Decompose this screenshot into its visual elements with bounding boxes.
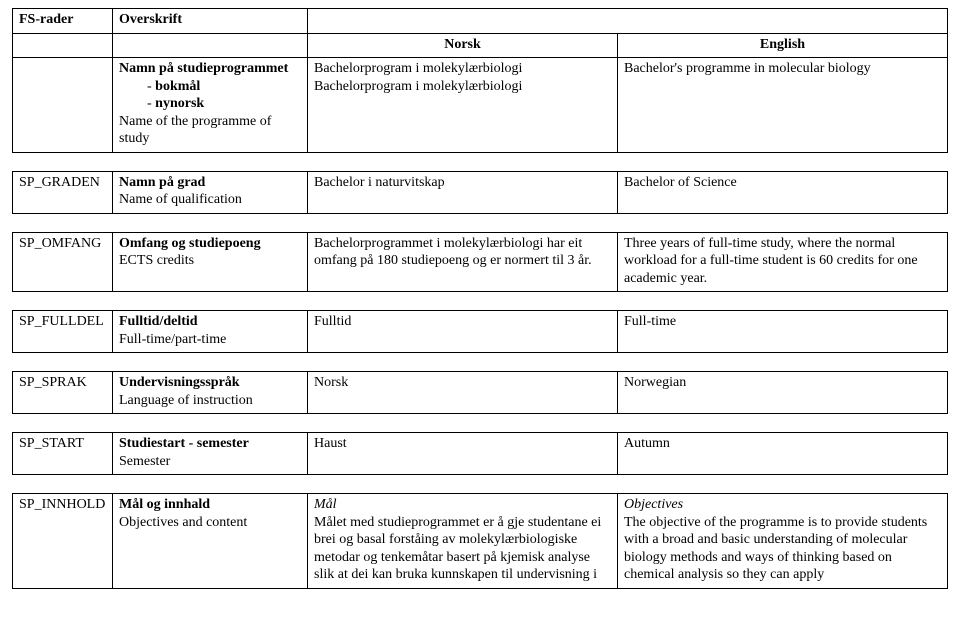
cell-label-omfang: Omfang og studiepoeng ECTS credits (113, 232, 308, 292)
header-empty-fs (13, 33, 113, 58)
header-empty-label (113, 33, 308, 58)
english-innhold-body: The objective of the programme is to pro… (624, 515, 927, 583)
header-english: English (618, 33, 948, 58)
row-innhold: SP_INNHOLD Mål og innhald Objectives and… (13, 494, 948, 589)
row-fulldel: SP_FULLDEL Fulltid/deltid Full-time/part… (13, 311, 948, 353)
label-omfang-main: Omfang og studiepoeng (119, 236, 261, 251)
header-row-2: Norsk English (13, 33, 948, 58)
cell-norsk-name: Bachelorprogram i molekylærbiologi Bache… (308, 58, 618, 153)
cell-label-innhold: Mål og innhald Objectives and content (113, 494, 308, 589)
cell-fs-empty (13, 58, 113, 153)
cell-english-sprak: Norwegian (618, 372, 948, 414)
english-innhold-heading: Objectives (624, 497, 683, 512)
label-innhold-main: Mål og innhald (119, 497, 210, 512)
cell-english-graden: Bachelor of Science (618, 171, 948, 213)
cell-english-name: Bachelor's programme in molecular biolog… (618, 58, 948, 153)
header-overskrift: Overskrift (113, 9, 308, 34)
label-fulldel-main: Fulltid/deltid (119, 314, 198, 329)
spacer (13, 213, 948, 232)
cell-fs-omfang: SP_OMFANG (13, 232, 113, 292)
label-name-nynorsk: nynorsk (155, 96, 204, 111)
norsk-name-line1: Bachelorprogram i molekylærbiologi (314, 60, 611, 78)
cell-fs-graden: SP_GRADEN (13, 171, 113, 213)
header-empty (308, 9, 948, 34)
spacer (13, 414, 948, 433)
spacer (13, 292, 948, 311)
row-sprak: SP_SPRAK Undervisningsspråk Language of … (13, 372, 948, 414)
cell-norsk-omfang: Bachelorprogrammet i molekylærbiologi ha… (308, 232, 618, 292)
label-name-bokmal: bokmål (155, 79, 200, 94)
row-start: SP_START Studiestart - semester Semester… (13, 433, 948, 475)
norsk-innhold-body: Målet med studieprogrammet er å gje stud… (314, 515, 601, 583)
cell-norsk-graden: Bachelor i naturvitskap (308, 171, 618, 213)
norsk-name-line2: Bachelorprogram i molekylærbiologi (314, 78, 611, 96)
label-innhold-eng: Objectives and content (119, 515, 247, 530)
cell-label-sprak: Undervisningsspråk Language of instructi… (113, 372, 308, 414)
label-start-eng: Semester (119, 454, 170, 469)
row-programme-name: Namn på studieprogrammet bokmål nynorsk … (13, 58, 948, 153)
cell-label-name: Namn på studieprogrammet bokmål nynorsk … (113, 58, 308, 153)
cell-label-start: Studiestart - semester Semester (113, 433, 308, 475)
label-name-eng: Name of the programme of study (119, 114, 271, 147)
cell-english-fulldel: Full-time (618, 311, 948, 353)
label-name-main: Namn på studieprogrammet (119, 61, 288, 76)
header-row-1: FS-rader Overskrift (13, 9, 948, 34)
spacer (13, 152, 948, 171)
label-fulldel-eng: Full-time/part-time (119, 332, 226, 347)
label-graden-eng: Name of qualification (119, 192, 242, 207)
cell-label-fulldel: Fulltid/deltid Full-time/part-time (113, 311, 308, 353)
cell-fs-start: SP_START (13, 433, 113, 475)
label-sprak-main: Undervisningsspråk (119, 375, 240, 390)
cell-fs-sprak: SP_SPRAK (13, 372, 113, 414)
cell-english-start: Autumn (618, 433, 948, 475)
cell-label-graden: Namn på grad Name of qualification (113, 171, 308, 213)
label-omfang-eng: ECTS credits (119, 253, 194, 268)
cell-fs-fulldel: SP_FULLDEL (13, 311, 113, 353)
row-omfang: SP_OMFANG Omfang og studiepoeng ECTS cre… (13, 232, 948, 292)
label-graden-main: Namn på grad (119, 175, 205, 190)
cell-norsk-start: Haust (308, 433, 618, 475)
cell-norsk-innhold: Mål Målet med studieprogrammet er å gje … (308, 494, 618, 589)
norsk-innhold-heading: Mål (314, 497, 337, 512)
row-graden: SP_GRADEN Namn på grad Name of qualifica… (13, 171, 948, 213)
cell-fs-innhold: SP_INNHOLD (13, 494, 113, 589)
cell-norsk-fulldel: Fulltid (308, 311, 618, 353)
label-sprak-eng: Language of instruction (119, 393, 253, 408)
header-fs-rader: FS-rader (13, 9, 113, 34)
header-norsk: Norsk (308, 33, 618, 58)
cell-norsk-sprak: Norsk (308, 372, 618, 414)
cell-english-innhold: Objectives The objective of the programm… (618, 494, 948, 589)
cell-english-omfang: Three years of full-time study, where th… (618, 232, 948, 292)
label-start-main: Studiestart - semester (119, 436, 249, 451)
spacer (13, 475, 948, 494)
spacer (13, 353, 948, 372)
programme-table: FS-rader Overskrift Norsk English Namn p… (12, 8, 948, 589)
